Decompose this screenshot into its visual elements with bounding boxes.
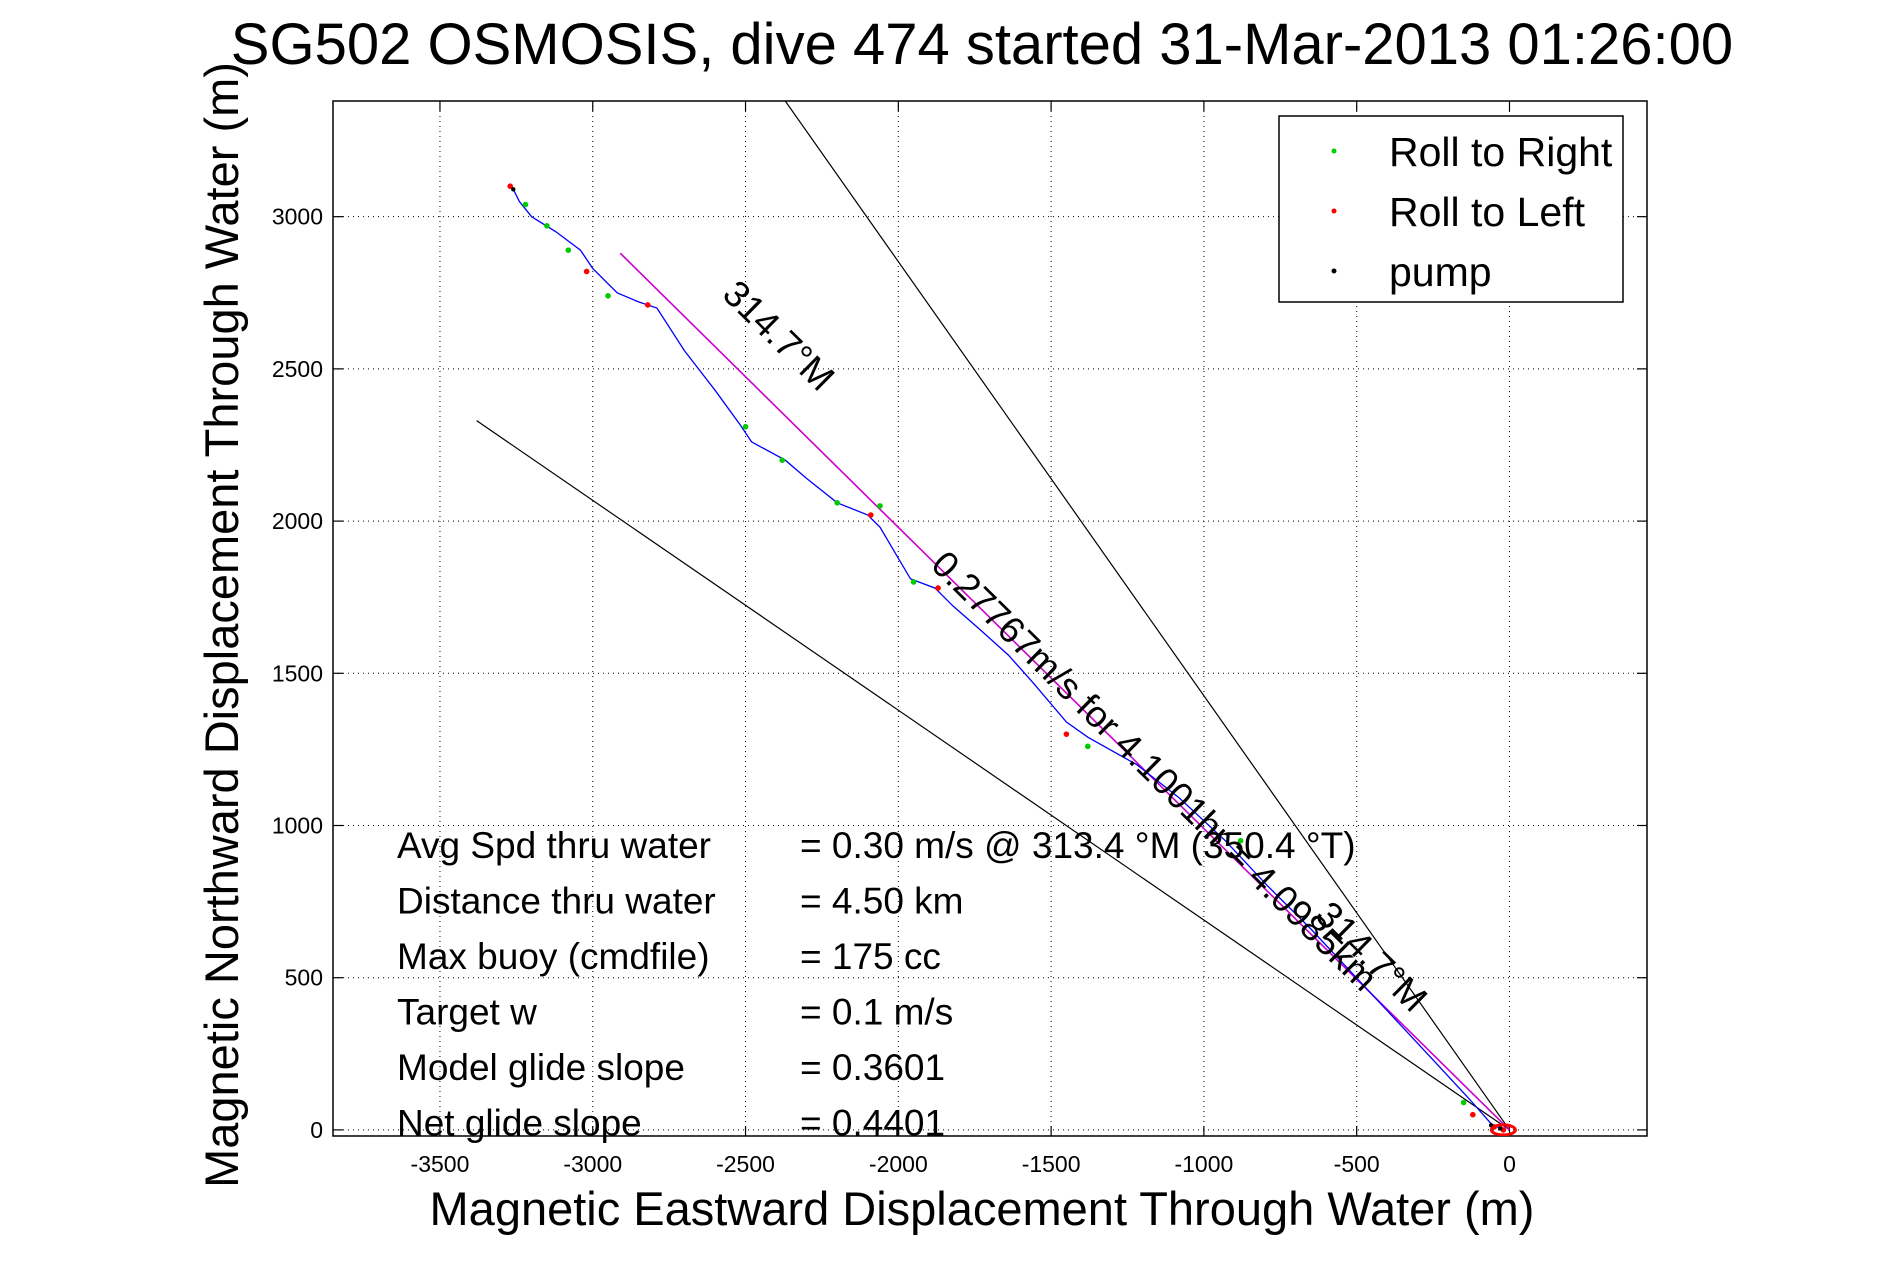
stat-value: = 175 cc <box>800 936 941 977</box>
roll-right-point <box>877 503 883 509</box>
roll-right-point <box>1237 837 1244 844</box>
heading-cone-line <box>476 420 1510 1131</box>
roll-right-point <box>1084 743 1091 750</box>
axes-frame <box>332 100 1648 1137</box>
stat-label: Model glide slope <box>397 1047 685 1088</box>
legend-marker <box>1331 268 1337 274</box>
x-tick-label: -1000 <box>1174 1151 1233 1177</box>
roll-right-point <box>605 293 611 299</box>
roll-right-point <box>565 247 572 253</box>
y-axis-label: Magnetic Northward Displacement Through … <box>195 62 248 1188</box>
stats-block: Avg Spd thru water = 0.30 m/s @ 313.4 °M … <box>397 825 1356 1144</box>
pump-point <box>1498 1126 1503 1131</box>
legend-entry-label: Roll to Left <box>1389 189 1586 235</box>
plot-content <box>476 101 1517 1136</box>
legend-entry-label: Roll to Right <box>1389 129 1613 175</box>
y-tick-label: 1000 <box>272 813 323 839</box>
y-tick-label: 500 <box>285 965 323 991</box>
x-tick-label: -2500 <box>716 1151 775 1177</box>
x-tick-label: -500 <box>1334 1151 1380 1177</box>
roll-left-point <box>507 183 514 190</box>
roll-right-point <box>834 500 841 506</box>
chart-title: SG502 OSMOSIS, dive 474 started 31-Mar-2… <box>231 12 1733 77</box>
y-tick-label: 3000 <box>272 204 323 230</box>
roll-right-point <box>779 457 786 464</box>
stat-value: = 0.4401 <box>800 1103 945 1144</box>
legend-marker <box>1331 148 1337 154</box>
x-tick-label: -1500 <box>1022 1151 1081 1177</box>
roll-right-point <box>910 579 917 585</box>
legend-marker <box>1331 208 1337 214</box>
legend-entry-label: pump <box>1389 249 1492 295</box>
roll-left-point <box>935 585 941 591</box>
stat-label: Net glide slope <box>397 1103 642 1144</box>
roll-right-point <box>522 201 529 208</box>
stat-label: Target w <box>397 992 537 1033</box>
heading-cone-line <box>784 101 1510 1131</box>
roll-left-point <box>1063 731 1070 737</box>
x-tick-label: -2000 <box>869 1151 928 1177</box>
legend: Roll to Right Roll to Left pump <box>1278 115 1624 303</box>
roll-left-point <box>583 268 590 275</box>
stat-value: = 4.50 km <box>800 881 964 922</box>
surface-marker <box>1489 1123 1517 1136</box>
x-axis-label: Magnetic Eastward Displacement Through W… <box>430 1182 1535 1235</box>
roll-left-point <box>868 512 874 518</box>
y-tick-label: 2000 <box>272 508 323 534</box>
stat-value: = 0.1 m/s <box>800 992 953 1033</box>
y-tick-label: 2500 <box>272 356 323 382</box>
glider-track <box>512 189 1504 1131</box>
roll-left-point <box>1470 1111 1476 1118</box>
y-tick-label: 0 <box>310 1117 323 1143</box>
stat-label: Max buoy (cmdfile) <box>397 936 710 977</box>
stat-value: = 0.3601 <box>800 1047 945 1088</box>
x-tick-label: 0 <box>1503 1151 1516 1177</box>
x-tick-label: -3000 <box>563 1151 622 1177</box>
roll-right-point <box>544 223 550 229</box>
roll-left-point <box>644 302 651 308</box>
pump-point <box>511 187 516 192</box>
roll-right-point <box>1460 1099 1467 1106</box>
y-tick-label: 1500 <box>272 660 323 686</box>
stat-label: Distance thru water <box>397 881 716 922</box>
roll-right-point <box>742 423 749 430</box>
x-tick-label: -3500 <box>411 1151 470 1177</box>
stat-label: Avg Spd thru water <box>397 825 711 866</box>
stat-value: = 0.30 m/s @ 313.4 °M (350.4 °T) <box>800 825 1356 866</box>
